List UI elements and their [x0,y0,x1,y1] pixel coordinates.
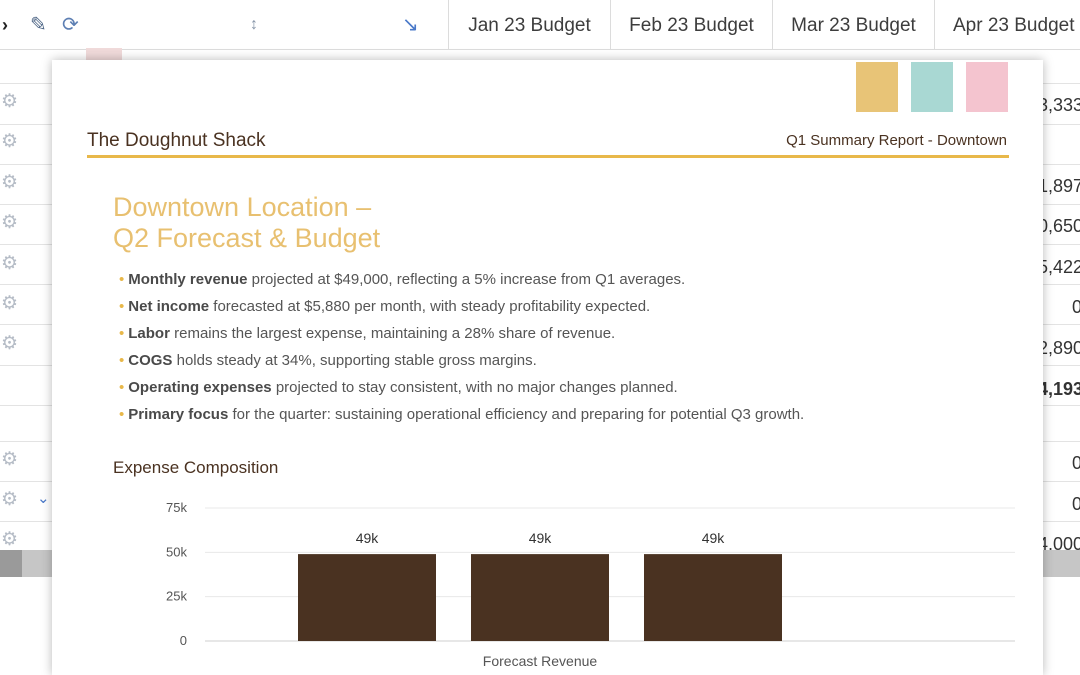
column-header-apr[interactable]: Apr 23 Budget [934,0,1080,50]
bullet-text: holds steady at 34%, supporting stable g… [172,352,537,369]
bullet-item: • Operating expenses projected to stay co… [119,374,804,401]
headline-line-2: Q2 Forecast & Budget [113,223,381,253]
bullet-term: Monthly revenue [128,271,248,288]
chart-section-title: Expense Composition [113,458,279,477]
report-subtitle: Q1 Summary Report - Downtown [786,132,1007,149]
gear-icon[interactable]: ⚙ [1,333,19,354]
report-headline: Downtown Location – Q2 Forecast & Budget [113,192,380,254]
bullet-dot: • [119,271,125,288]
gear-icon[interactable]: ⚙ [1,172,19,193]
y-tick-label: 25k [166,589,187,604]
bar [298,554,436,641]
gear-icon[interactable]: ⚙ [1,91,19,112]
bullet-text: projected at $49,000, reflecting a 5% in… [247,271,686,288]
headline-line-1: Downtown Location – [113,192,372,222]
cell-value[interactable]: 2,890 [1038,338,1080,358]
bullet-text: projected to stay consistent, with no ma… [271,379,678,396]
bullet-dot: • [119,379,125,396]
cell-value[interactable]: 0 [1072,453,1080,473]
cell-value[interactable]: 3,333 [1038,95,1080,115]
summary-bullets: • Monthly revenue projected at $49,000, r… [119,266,804,428]
bullet-dot: • [119,325,125,342]
cell-marker [86,48,122,60]
expense-composition-chart: 0 25k 50k 75k 49k 49k 49k Forecast Revenue [166,500,1015,669]
report-preview: The Doughnut Shack Q1 Summary Report - D… [52,60,1043,675]
bar-data-label: 49k [702,530,726,546]
bar [471,554,609,641]
bullet-text: remains the largest expense, maintaining… [169,325,616,342]
bullet-term: Operating expenses [128,379,272,396]
sort-icon[interactable]: ↕ [250,16,258,33]
bullet-item: • Labor remains the largest expense, main… [119,320,804,347]
gear-icon[interactable]: ⚙ [1,293,19,314]
bullet-term: Labor [128,325,170,342]
cell-value[interactable]: 0,650 [1038,216,1080,236]
chevron-down-icon[interactable]: ⌄ [37,490,50,507]
bullet-dot: • [119,406,125,423]
cell-value[interactable]: 0 [1072,494,1080,514]
column-header-mar[interactable]: Mar 23 Budget [772,0,934,50]
bullet-term: Net income [128,298,210,315]
column-header-feb[interactable]: Feb 23 Budget [610,0,772,50]
gear-icon[interactable]: ⚙ [1,489,19,510]
gear-icon[interactable]: ⚙ [1,131,19,152]
cell-value[interactable]: 4,000 [1038,534,1080,554]
sheet-toolbar: › ✎ ⟳ ↕ ↘ [0,0,448,50]
y-tick-label: 0 [180,633,187,648]
brand-name: The Doughnut Shack [87,130,266,151]
cell-total[interactable]: 4,193 [1038,379,1080,399]
chevron-right-icon[interactable]: › [2,15,8,35]
bullet-dot: • [119,298,125,315]
header-rule [87,155,1009,158]
y-tick-label: 75k [166,500,187,515]
cell-value[interactable]: 0 [1072,297,1080,317]
bullet-text: forecasted at $5,880 per month, with ste… [209,298,651,315]
bar [644,554,782,641]
swatch-pink [966,62,1008,112]
cell-value[interactable]: 5,422 [1038,257,1080,277]
column-header-jan[interactable]: Jan 23 Budget [448,0,610,50]
pencil-icon[interactable]: ✎ [30,14,47,36]
bullet-dot: • [119,352,125,369]
bullet-item: • Primary focus for the quarter: sustaini… [119,401,804,428]
bar-data-label: 49k [356,530,380,546]
bullet-item: • Monthly revenue projected at $49,000, r… [119,266,804,293]
bullet-text: for the quarter: sustaining operational … [228,406,805,423]
y-tick-label: 50k [166,544,187,559]
cell-value[interactable]: 1,897 [1038,176,1080,196]
scrollbar-thumb[interactable] [0,550,22,577]
gear-icon[interactable]: ⚙ [1,529,19,550]
bullet-item: • COGS holds steady at 34%, supporting st… [119,347,804,374]
bar-data-label: 49k [529,530,553,546]
collapse-arrow-icon[interactable]: ↘ [402,14,419,36]
bullet-term: Primary focus [128,406,229,423]
gear-icon[interactable]: ⚙ [1,253,19,274]
bullet-item: • Net income forecasted at $5,880 per mon… [119,293,804,320]
swatch-gold [856,62,898,112]
refresh-icon[interactable]: ⟳ [62,14,79,36]
gear-icon[interactable]: ⚙ [1,449,19,470]
x-axis-label: Forecast Revenue [483,653,598,669]
swatch-teal [911,62,953,112]
bullet-term: COGS [128,352,173,369]
gear-icon[interactable]: ⚙ [1,212,19,233]
